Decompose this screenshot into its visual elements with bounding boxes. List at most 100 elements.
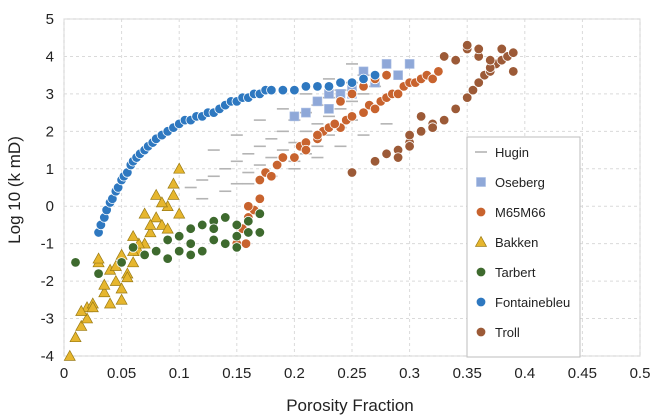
data-point — [185, 223, 196, 234]
data-point — [109, 274, 122, 286]
data-point — [473, 43, 484, 55]
data-point — [75, 304, 88, 316]
legend-label: Bakken — [495, 235, 538, 250]
data-point — [358, 73, 369, 85]
y-tick-label: 3 — [46, 86, 54, 103]
legend-marker — [476, 177, 486, 187]
data-point — [98, 278, 111, 290]
data-point — [162, 253, 173, 264]
legend-label: Oseberg — [495, 175, 545, 190]
data-point — [433, 66, 444, 77]
x-tick-label: 0.4 — [514, 365, 535, 382]
data-point — [312, 96, 323, 107]
legend-label: M65M66 — [495, 205, 546, 220]
data-point — [240, 238, 252, 249]
data-point — [220, 212, 231, 223]
data-point — [329, 118, 340, 130]
data-point — [289, 111, 300, 122]
data-point — [415, 111, 427, 122]
data-point — [300, 81, 312, 92]
data-point — [208, 234, 219, 246]
data-point — [115, 293, 128, 305]
data-point — [139, 249, 150, 261]
data-point — [150, 188, 163, 200]
data-point — [173, 245, 185, 257]
data-point — [496, 43, 507, 55]
legend-label: Tarbert — [495, 265, 536, 280]
data-point — [185, 249, 196, 261]
data-point — [508, 47, 519, 58]
data-point — [243, 227, 254, 238]
data-point — [254, 174, 266, 186]
data-point — [70, 257, 81, 268]
y-axis-label: Log 10 (k mD) — [5, 136, 24, 244]
data-point — [335, 77, 346, 88]
data-point — [450, 54, 461, 66]
y-tick-label: 4 — [46, 48, 54, 65]
data-point — [392, 152, 404, 163]
y-tick-label: 5 — [46, 11, 54, 28]
data-point — [144, 218, 157, 230]
legend-label: Hugin — [495, 145, 529, 160]
data-point — [427, 73, 438, 85]
data-point — [162, 234, 173, 246]
x-tick-label: 0.3 — [399, 365, 420, 382]
data-point — [80, 312, 94, 324]
data-point — [312, 81, 323, 92]
data-point — [92, 252, 105, 264]
data-point — [300, 144, 312, 156]
data-point — [381, 59, 392, 69]
x-axis-label: Porosity Fraction — [286, 396, 414, 415]
data-point — [369, 156, 381, 167]
data-series — [63, 40, 519, 361]
data-point — [346, 111, 358, 122]
data-point — [254, 208, 266, 219]
y-tick-label: 0 — [46, 198, 54, 215]
series-fontainebleu — [93, 69, 381, 238]
data-point — [75, 319, 88, 331]
data-point — [167, 177, 180, 189]
data-point — [173, 207, 186, 219]
legend: Hugin Oseberg M65M66 Bakken Tarbert Fontaineb… — [466, 136, 581, 358]
data-point — [69, 331, 82, 343]
data-point — [415, 126, 427, 137]
data-point — [346, 167, 358, 178]
x-tick-label: 0.15 — [222, 365, 251, 382]
data-point — [271, 159, 283, 171]
legend-marker — [475, 266, 487, 278]
x-tick-label: 0.5 — [630, 365, 651, 382]
data-point — [86, 301, 99, 313]
data-point — [358, 107, 369, 118]
data-point — [508, 66, 519, 77]
data-point — [450, 103, 461, 115]
y-tick-label: -2 — [41, 273, 54, 290]
data-point — [254, 227, 266, 238]
legend-marker — [475, 206, 487, 218]
data-point — [324, 104, 334, 114]
series-m65m66 — [231, 66, 444, 249]
data-point — [155, 196, 169, 208]
data-point — [438, 114, 450, 126]
data-point — [93, 268, 104, 279]
data-point — [289, 152, 300, 163]
data-point — [277, 152, 289, 163]
axis-ticks: 0 0.05 0.1 0.15 0.2 0.25 0.3 0.35 0.4 0.45 0.5 5 4 3 2… — [41, 11, 651, 382]
data-point — [369, 69, 381, 81]
x-tick-label: 0.25 — [337, 365, 366, 382]
data-point — [138, 207, 151, 219]
y-tick-label: 2 — [46, 123, 54, 140]
legend-label: Troll — [495, 325, 520, 340]
data-point — [404, 129, 415, 141]
data-point — [323, 81, 335, 92]
data-point — [243, 215, 254, 227]
data-point — [369, 103, 381, 115]
data-point — [121, 271, 134, 283]
data-point — [462, 92, 473, 103]
y-tick-label: 1 — [46, 161, 54, 178]
data-point — [231, 230, 243, 242]
data-point — [462, 40, 473, 51]
data-point — [392, 88, 404, 100]
y-tick-label: -4 — [41, 348, 54, 365]
data-point — [161, 222, 174, 234]
